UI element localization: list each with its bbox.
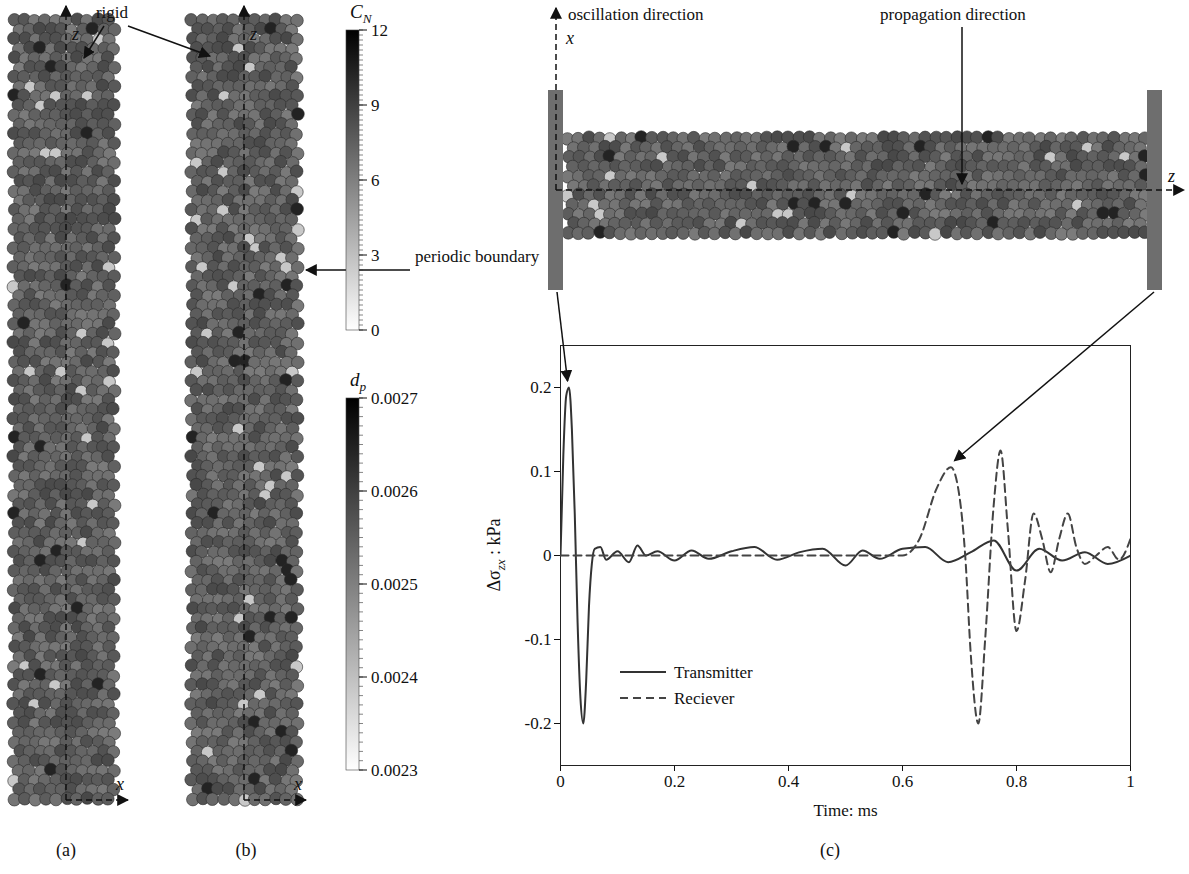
svg-text:0.8: 0.8 — [1006, 772, 1027, 791]
svg-text:propagation direction: propagation direction — [880, 5, 1026, 24]
svg-text:0.0026: 0.0026 — [371, 482, 418, 501]
svg-text:Reciever: Reciever — [674, 689, 735, 708]
svg-text:x: x — [115, 774, 124, 794]
svg-text:Time: ms: Time: ms — [813, 801, 877, 820]
svg-text:-0.2: -0.2 — [525, 714, 552, 733]
svg-text:0.1: 0.1 — [530, 462, 551, 481]
svg-text:0.2: 0.2 — [664, 772, 685, 791]
svg-text:Transmitter: Transmitter — [674, 663, 753, 682]
svg-text:periodic boundary: periodic boundary — [415, 247, 540, 266]
svg-text:1: 1 — [1126, 772, 1135, 791]
svg-text:z: z — [1167, 166, 1175, 186]
svg-text:0.6: 0.6 — [892, 772, 913, 791]
svg-text:3: 3 — [371, 246, 380, 265]
svg-text:6: 6 — [371, 171, 380, 190]
svg-text:rigid: rigid — [96, 3, 129, 22]
svg-text:x: x — [293, 774, 302, 794]
svg-text:(c): (c) — [820, 840, 840, 861]
svg-text:12: 12 — [371, 21, 388, 40]
svg-text:(a): (a) — [56, 840, 76, 861]
svg-text:0: 0 — [543, 546, 552, 565]
svg-text:0.0023: 0.0023 — [371, 761, 418, 780]
svg-text:0: 0 — [371, 321, 380, 340]
svg-text:x: x — [565, 28, 574, 48]
svg-text:z: z — [71, 24, 79, 44]
svg-text:0.0025: 0.0025 — [371, 575, 418, 594]
svg-text:(b): (b) — [236, 840, 257, 861]
svg-text:Δσzx : kPa: Δσzx : kPa — [484, 518, 508, 591]
svg-text:0: 0 — [556, 772, 565, 791]
svg-text:0.0024: 0.0024 — [371, 668, 418, 687]
svg-text:0.4: 0.4 — [778, 772, 800, 791]
svg-text:CN: CN — [350, 1, 373, 26]
svg-text:dp: dp — [350, 369, 367, 394]
svg-text:0.2: 0.2 — [530, 378, 551, 397]
svg-text:z: z — [249, 24, 257, 44]
svg-text:9: 9 — [371, 96, 380, 115]
svg-text:0.0027: 0.0027 — [371, 389, 418, 408]
svg-text:oscillation direction: oscillation direction — [568, 5, 704, 24]
svg-text:-0.1: -0.1 — [525, 630, 552, 649]
